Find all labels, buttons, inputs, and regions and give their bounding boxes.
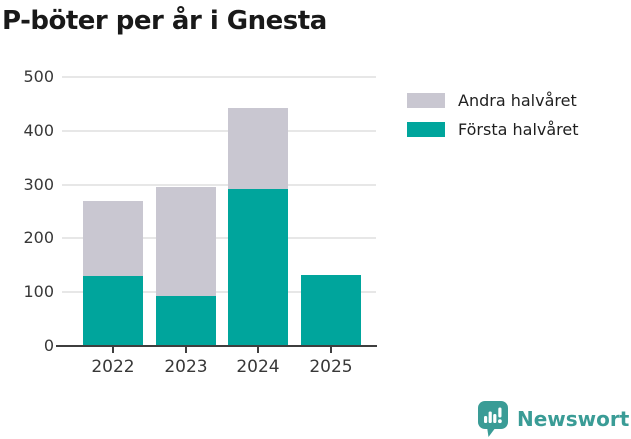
gridline-200 [62,237,376,240]
gridline-400 [62,129,376,132]
legend-label-andra-halvaret: Andra halvåret [458,91,577,110]
x-axis-label-2023: 2023 [164,357,208,377]
y-axis-label-300: 300 [23,174,54,194]
bar-2022-forsta-halvaret [83,276,143,346]
x-tick-2022 [112,347,114,353]
x-axis-line [56,345,377,347]
bar-2022-andra-halvaret [83,200,143,277]
legend-label-forsta-halvaret: Första halvåret [458,120,579,139]
page-title: P-böter per år i Gnesta [2,6,327,36]
legend-item-andra-halvaret: Andra halvåret [407,91,579,110]
x-axis-label-2025: 2025 [309,357,353,377]
x-tick-2024 [257,347,259,353]
gridline-100 [62,291,376,294]
x-axis-label-2024: 2024 [236,357,280,377]
legend-swatch-forsta-halvaret [407,122,445,137]
plot-area [62,76,376,346]
y-axis-label-100: 100 [23,282,54,302]
x-tick-2025 [330,347,332,353]
bar-2023-forsta-halvaret [156,295,216,346]
x-axis-label-2022: 2022 [91,357,135,377]
bar-2025-forsta-halvaret [301,274,361,346]
legend: Andra halvåret Första halvåret [407,91,579,149]
legend-item-forsta-halvaret: Första halvåret [407,120,579,139]
x-tick-2023 [185,347,187,353]
y-axis-label-400: 400 [23,120,54,140]
gridline-300 [62,183,376,186]
bar-2024-andra-halvaret [228,107,288,189]
y-axis-label-0: 0 [43,336,54,355]
bar-2023-andra-halvaret [156,187,216,296]
newsworthy-logo-text: Newsworthy [517,407,631,431]
newsworthy-logo[interactable]: Newsworthy [477,400,631,438]
y-axis-label-200: 200 [23,228,54,248]
gridline-500 [62,76,376,78]
bar-chart-speech-bubble-icon [478,401,508,437]
legend-swatch-andra-halvaret [407,93,445,108]
y-axis-label-500: 500 [23,67,54,86]
bar-2024-forsta-halvaret [228,188,288,346]
y-axis: 0 100 200 300 400 500 [0,67,54,355]
